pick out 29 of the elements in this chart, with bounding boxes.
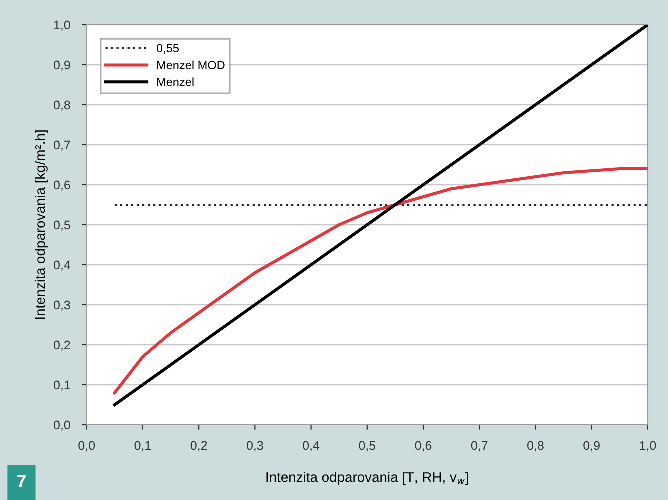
x-tick-label: 0,3 <box>246 441 264 452</box>
y-tick-label: 0,3 <box>54 300 70 312</box>
legend-label: Menzel <box>157 78 194 86</box>
legend-label: Menzel MOD <box>157 60 225 70</box>
x-tick-label: 0,5 <box>359 441 376 452</box>
y-tick-label: 1,0 <box>54 20 70 32</box>
text: 7 <box>17 475 26 488</box>
y-axis-title: Intenzita odparovania [kg/m².h] <box>34 130 48 320</box>
y-tick-label: 0,9 <box>54 60 70 72</box>
x-tick-label: 0,7 <box>471 441 488 452</box>
y-tick-label: 0,0 <box>54 420 70 432</box>
y-tick-label: 0,8 <box>54 100 70 112</box>
x-tick-label: 1,0 <box>640 441 656 452</box>
x-tick-label: 0,2 <box>190 441 208 452</box>
x-tick-label: 0,1 <box>134 441 152 452</box>
y-tick-label: 0,2 <box>54 340 70 352</box>
x-tick-label: 0,6 <box>415 441 432 452</box>
y-tick-label: 0,4 <box>54 260 71 272</box>
y-tick-label: 0,5 <box>54 220 70 232</box>
y-tick-label: 0,6 <box>54 180 70 192</box>
y-tick-label: 0,7 <box>54 140 70 152</box>
x-tick-label: 0,0 <box>78 441 96 452</box>
legend-label: 0,55 <box>156 44 179 54</box>
x-axis-title: Intenzita odparovania [T, RH, v$_{w}$] <box>266 472 468 486</box>
x-tick-label: 0,9 <box>584 441 600 452</box>
x-tick-label: 0,4 <box>303 441 320 452</box>
x-tick-label: 0,8 <box>528 441 544 452</box>
y-tick-label: 0,1 <box>54 380 70 392</box>
line-series <box>113 167 648 395</box>
